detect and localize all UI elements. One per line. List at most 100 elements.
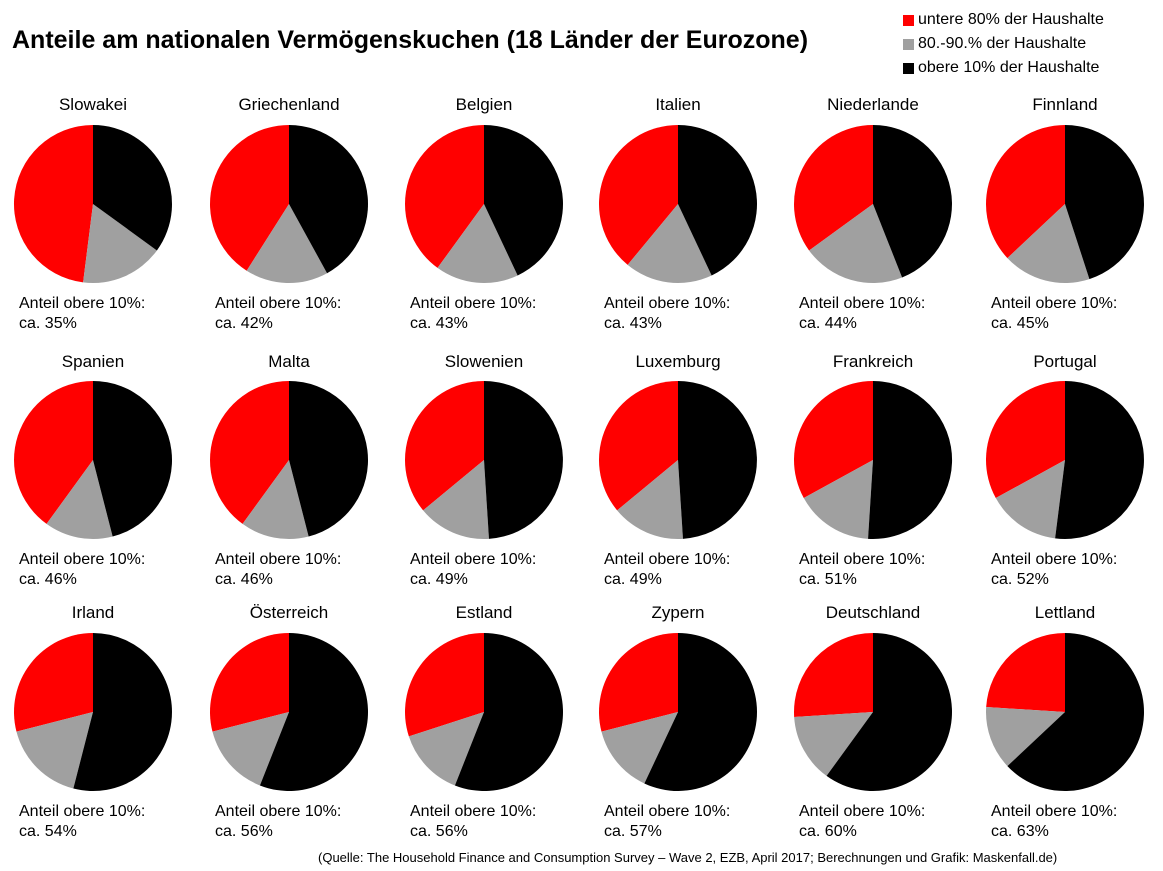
pie-caption-label-portugal: Anteil obere 10%: [991, 551, 1117, 568]
pie-slice-griechenland-80-90 [246, 204, 328, 284]
pie-slice-estland-bottom-80 [405, 633, 484, 737]
pie-slice-zypern-top-10 [644, 633, 757, 791]
pie-belgien: Belgien Anteil obere 10%: ca. 43% [404, 95, 564, 332]
pie-title-slowakei: Slowakei [59, 95, 127, 114]
pie-caption-value-griechenland: ca. 42% [215, 315, 273, 332]
pie-slice-luxemburg-top-10 [678, 381, 757, 539]
legend-swatch-top-10 [903, 62, 914, 74]
pie-caption-label-malta: Anteil obere 10%: [215, 551, 341, 568]
pie-caption-label-finnland: Anteil obere 10%: [991, 295, 1117, 312]
pie-caption-value-irland: ca. 54% [19, 823, 77, 840]
pie-niederlande: Niederlande Anteil obere 10%: ca. 44% [793, 95, 952, 332]
pie-slice-portugal-80-90 [995, 460, 1065, 539]
pie-title-deutschland: Deutschland [826, 603, 921, 622]
pie-caption-label-zypern: Anteil obere 10%: [604, 803, 730, 820]
pie-slice-malta-80-90 [242, 460, 309, 540]
pie-slice-luxemburg-bottom-80 [598, 381, 678, 511]
pie-slice-slowenien-bottom-80 [404, 381, 484, 511]
pie-caption-value-zypern: ca. 57% [604, 823, 662, 840]
pie-caption-label-frankreich: Anteil obere 10%: [799, 551, 925, 568]
pie-title-italien: Italien [655, 95, 700, 114]
pie-lettland: Lettland Anteil obere 10%: ca. 63% [986, 603, 1144, 840]
pie-caption-value-finnland: ca. 45% [991, 315, 1049, 332]
legend-item-top-10: obere 10% der Haushalte [903, 56, 1104, 80]
pie-slice-irland-80-90 [16, 712, 94, 789]
pie-slice-luxemburg-80-90 [617, 460, 683, 539]
pie-slice-osterreich-top-10 [259, 633, 369, 791]
pie-slice-deutschland-80-90 [794, 712, 873, 776]
pie-luxemburg: Luxemburg Anteil obere 10%: ca. 49% [598, 352, 757, 588]
pie-slice-spanien-bottom-80 [13, 381, 94, 524]
pie-slice-estland-80-90 [408, 712, 484, 786]
legend-label-top-10: obere 10% der Haushalte [918, 59, 1100, 76]
pie-slice-griechenland-bottom-80 [210, 125, 289, 271]
legend-label-80-90: 80.-90.% der Haushalte [918, 35, 1087, 52]
pie-slice-osterreich-80-90 [212, 712, 289, 786]
pie-caption-label-estland: Anteil obere 10%: [410, 803, 536, 820]
pie-slice-slowakei-bottom-80 [13, 125, 94, 283]
pie-slice-niederlande-top-10 [873, 125, 952, 278]
pie-caption-value-spanien: ca. 46% [19, 571, 77, 588]
pie-slice-italien-top-10 [678, 125, 758, 276]
pie-title-slowenien: Slowenien [445, 352, 523, 371]
pie-title-niederlande: Niederlande [827, 95, 919, 114]
pie-estland: Estland Anteil obere 10%: ca. 56% [405, 603, 564, 840]
pie-title-luxemburg: Luxemburg [635, 352, 720, 371]
pie-title-portugal: Portugal [1033, 352, 1096, 371]
legend-item-80-90: 80.-90.% der Haushalte [903, 32, 1104, 56]
pie-caption-label-osterreich: Anteil obere 10%: [215, 803, 341, 820]
legend: untere 80% der Haushalte 80.-90.% der Ha… [903, 8, 1104, 80]
pie-slice-finnland-80-90 [1007, 204, 1090, 283]
pie-slice-irland-bottom-80 [13, 633, 94, 732]
pie-slice-malta-bottom-80 [209, 381, 289, 524]
pie-slice-irland-top-10 [73, 633, 172, 791]
pie-slice-frankreich-80-90 [803, 460, 873, 539]
pie-slowenien: Slowenien Anteil obere 10%: ca. 49% [404, 352, 563, 588]
pie-caption-value-estland: ca. 56% [410, 823, 468, 840]
pie-title-osterreich: Österreich [250, 603, 328, 622]
pie-caption-value-luxemburg: ca. 49% [604, 571, 662, 588]
pie-caption-label-lettland: Anteil obere 10%: [991, 803, 1117, 820]
pie-finnland: Finnland Anteil obere 10%: ca. 45% [985, 95, 1144, 332]
pie-slice-portugal-top-10 [1055, 381, 1144, 539]
pie-slice-italien-80-90 [627, 204, 712, 284]
pie-title-lettland: Lettland [1035, 603, 1096, 622]
pie-griechenland: Griechenland Anteil obere 10%: ca. 42% [210, 95, 369, 332]
pie-caption-label-irland: Anteil obere 10%: [19, 803, 145, 820]
pie-slice-estland-top-10 [454, 633, 564, 791]
pie-malta: Malta Anteil obere 10%: ca. 46% [209, 352, 369, 588]
pie-title-griechenland: Griechenland [238, 95, 339, 114]
pie-title-finnland: Finnland [1032, 95, 1097, 114]
pie-slice-osterreich-bottom-80 [209, 633, 289, 732]
pie-slice-lettland-80-90 [986, 707, 1065, 767]
pie-caption-label-spanien: Anteil obere 10%: [19, 551, 145, 568]
pie-slice-niederlande-80-90 [809, 204, 903, 283]
pie-slice-zypern-80-90 [601, 712, 678, 784]
pie-slice-slowenien-80-90 [423, 460, 489, 539]
pie-slice-slowenien-top-10 [484, 381, 563, 539]
pie-slice-deutschland-bottom-80 [794, 633, 873, 717]
pie-caption-label-slowenien: Anteil obere 10%: [410, 551, 536, 568]
pie-title-frankreich: Frankreich [833, 352, 913, 371]
legend-item-bottom-80: untere 80% der Haushalte [903, 8, 1104, 32]
pie-title-belgien: Belgien [456, 95, 513, 114]
pie-slice-malta-top-10 [289, 380, 369, 537]
pie-title-estland: Estland [456, 603, 513, 622]
source-note: (Quelle: The Household Finance and Consu… [318, 850, 1058, 865]
pie-slice-finnland-bottom-80 [985, 124, 1065, 259]
pie-portugal: Portugal Anteil obere 10%: ca. 52% [985, 352, 1144, 588]
pie-title-spanien: Spanien [62, 352, 124, 371]
pie-slice-lettland-bottom-80 [986, 633, 1065, 712]
pie-italien: Italien Anteil obere 10%: ca. 43% [598, 95, 758, 332]
pie-caption-value-malta: ca. 46% [215, 571, 273, 588]
pie-caption-label-deutschland: Anteil obere 10%: [799, 803, 925, 820]
pie-slice-italien-bottom-80 [598, 125, 678, 265]
pie-slice-deutschland-top-10 [826, 633, 952, 791]
pie-spanien: Spanien Anteil obere 10%: ca. 46% [13, 352, 173, 588]
pie-slice-finnland-top-10 [1065, 125, 1144, 280]
pie-caption-value-italien: ca. 43% [604, 315, 662, 332]
pie-caption-label-griechenland: Anteil obere 10%: [215, 295, 341, 312]
pie-caption-value-lettland: ca. 63% [991, 823, 1049, 840]
legend-label-bottom-80: untere 80% der Haushalte [918, 11, 1104, 28]
